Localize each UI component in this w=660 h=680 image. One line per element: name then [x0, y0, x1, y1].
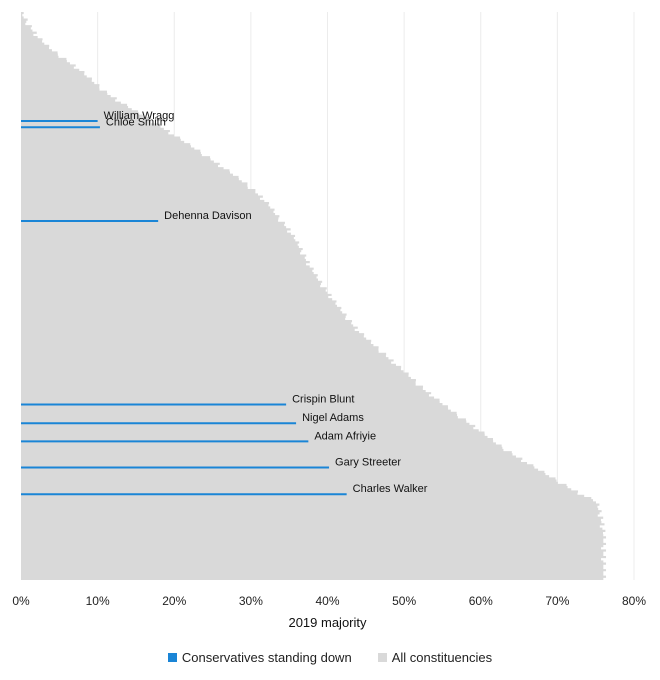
legend: Conservatives standing down All constitu…	[0, 650, 660, 665]
conservative-label: Adam Afriyie	[314, 430, 376, 442]
conservative-label: William Wragg	[104, 110, 175, 122]
x-tick-label: 0%	[12, 594, 30, 608]
conservative-label: Dehenna Davison	[164, 210, 251, 222]
legend-item-all-constituencies: All constituencies	[377, 650, 493, 665]
legend-label-conservatives: Conservatives standing down	[181, 650, 352, 665]
legend-swatch-conservatives	[167, 653, 177, 662]
legend-swatch-all-constituencies	[377, 653, 387, 662]
x-axis-title: 2019 majority	[288, 615, 367, 630]
x-tick-label: 80%	[622, 594, 646, 608]
x-tick-label: 70%	[545, 594, 569, 608]
legend-item-conservatives: Conservatives standing down	[167, 650, 352, 665]
conservative-label: Charles Walker	[353, 483, 428, 495]
conservative-label: Chloe Smith	[106, 116, 166, 128]
conservative-label: Gary Streeter	[335, 457, 401, 469]
all-constituencies-area	[21, 12, 607, 580]
x-tick-label: 50%	[392, 594, 416, 608]
conservative-bars	[21, 120, 347, 496]
x-tick-label: 30%	[239, 594, 263, 608]
x-tick-label: 10%	[86, 594, 110, 608]
conservative-label: Nigel Adams	[302, 412, 364, 424]
conservative-label: Crispin Blunt	[292, 393, 354, 405]
x-tick-label: 60%	[469, 594, 493, 608]
legend-label-all-constituencies: All constituencies	[391, 650, 493, 665]
x-axis-ticks: 0% 10% 20% 30% 40% 50% 60% 70% 80%	[12, 594, 646, 608]
x-tick-label: 20%	[162, 594, 186, 608]
x-tick-label: 40%	[315, 594, 339, 608]
